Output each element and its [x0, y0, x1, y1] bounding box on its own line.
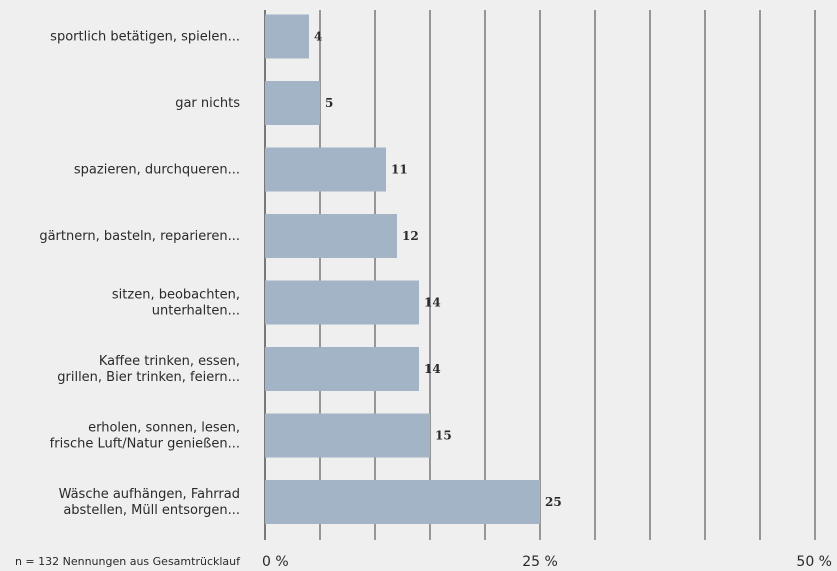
- category-label-0: sportlich betätigen, spielen...: [50, 30, 240, 45]
- gridlines: [265, 10, 815, 540]
- category-label-4-line-1: unterhalten...: [152, 304, 240, 319]
- category-label-6-line-1: frische Luft/Natur genießen...: [50, 437, 240, 452]
- bar-3: [265, 214, 397, 258]
- category-label-7-line-1: abstellen, Müll entsorgen...: [63, 503, 240, 518]
- category-label-5-line-1: grillen, Bier trinken, feiern...: [57, 370, 240, 385]
- bar-4: [265, 281, 419, 325]
- value-label-5: 14: [424, 362, 441, 376]
- category-label-3: gärtnern, basteln, reparieren...: [39, 229, 240, 244]
- category-label-1: gar nichts: [175, 96, 240, 111]
- x-tick-label-50: 50 %: [796, 554, 832, 570]
- category-label-6-line-0: erholen, sonnen, lesen,: [88, 421, 240, 436]
- category-label-7-line-0: Wäsche aufhängen, Fahrrad: [59, 487, 240, 502]
- bar-2: [265, 148, 386, 192]
- value-label-0: 4: [314, 30, 322, 44]
- value-label-1: 5: [325, 96, 333, 110]
- category-label-2: spazieren, durchqueren...: [74, 163, 240, 178]
- category-labels: sportlich betätigen, spielen... gar nicht…: [39, 30, 240, 519]
- category-label-4-line-0: sitzen, beobachten,: [112, 288, 240, 303]
- bar-7: [265, 480, 540, 524]
- bar-0: [265, 15, 309, 59]
- bar-5: [265, 347, 419, 391]
- x-tick-label-25: 25 %: [522, 554, 558, 570]
- value-label-6: 15: [435, 429, 452, 443]
- value-label-4: 14: [424, 296, 441, 310]
- value-label-2: 11: [391, 163, 408, 177]
- x-axis-ticks: 0 % 25 % 50 %: [262, 554, 832, 570]
- bars: [265, 15, 540, 525]
- category-label-5-line-0: Kaffee trinken, essen,: [99, 354, 240, 369]
- bar-1: [265, 81, 320, 125]
- x-tick-label-0: 0 %: [262, 554, 289, 570]
- value-label-7: 25: [545, 495, 562, 509]
- sample-size-note: n = 132 Nennungen aus Gesamtrücklauf: [15, 555, 241, 568]
- value-label-3: 12: [402, 229, 419, 243]
- bar-6: [265, 414, 430, 458]
